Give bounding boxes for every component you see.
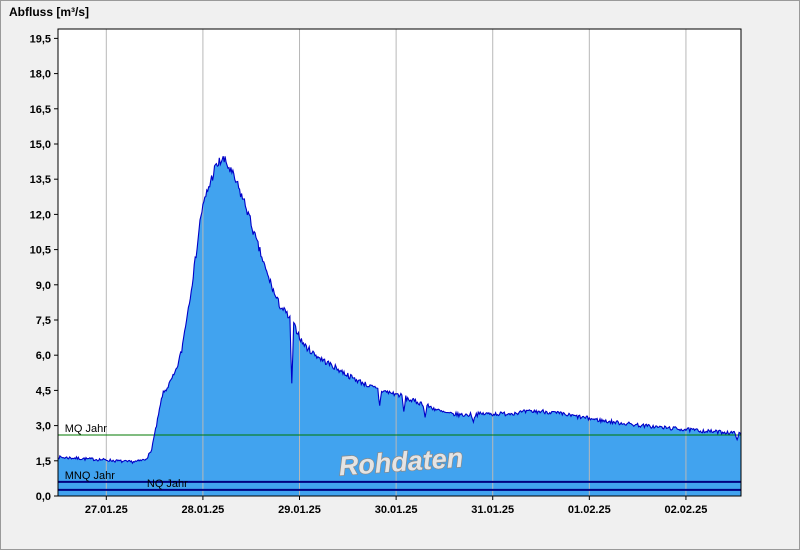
x-tick-label: 30.01.25 — [375, 504, 418, 516]
x-tick-label: 27.01.25 — [85, 504, 128, 516]
plot-border — [57, 28, 742, 497]
x-tick-label: 28.01.25 — [181, 504, 224, 516]
x-tick-label: 01.02.25 — [568, 504, 611, 516]
y-tick-label: 3,0 — [36, 421, 51, 433]
discharge-line-series — [57, 156, 742, 465]
reference-label-nq-jahr: NQ Jahr — [147, 478, 188, 490]
y-tick-label: 19,5 — [30, 33, 51, 45]
y-tick-label: 9,0 — [36, 280, 51, 292]
discharge-area-series — [58, 156, 741, 496]
y-tick-label: 0,0 — [36, 491, 51, 503]
x-tick-label: 31.01.25 — [471, 504, 514, 516]
y-tick-label: 7,5 — [36, 315, 51, 327]
y-axis-title: Abfluss [m³/s] — [9, 5, 90, 19]
reference-label-mq-jahr: MQ Jahr — [65, 423, 108, 435]
y-tick-label: 4,5 — [36, 385, 51, 397]
y-tick-label: 18,0 — [30, 69, 51, 81]
reference-label-mnq-jahr: MNQ Jahr — [65, 470, 115, 482]
y-tick-label: 10,5 — [30, 245, 51, 257]
y-tick-label: 15,0 — [30, 139, 51, 151]
y-tick-label: 16,5 — [30, 104, 51, 116]
y-tick-label: 13,5 — [30, 174, 51, 186]
y-tick-label: 6,0 — [36, 350, 51, 362]
x-tick-label: 02.02.25 — [665, 504, 708, 516]
y-tick-label: 12,0 — [30, 209, 51, 221]
x-tick-label: 29.01.25 — [278, 504, 321, 516]
y-tick-label: 1,5 — [36, 456, 51, 468]
